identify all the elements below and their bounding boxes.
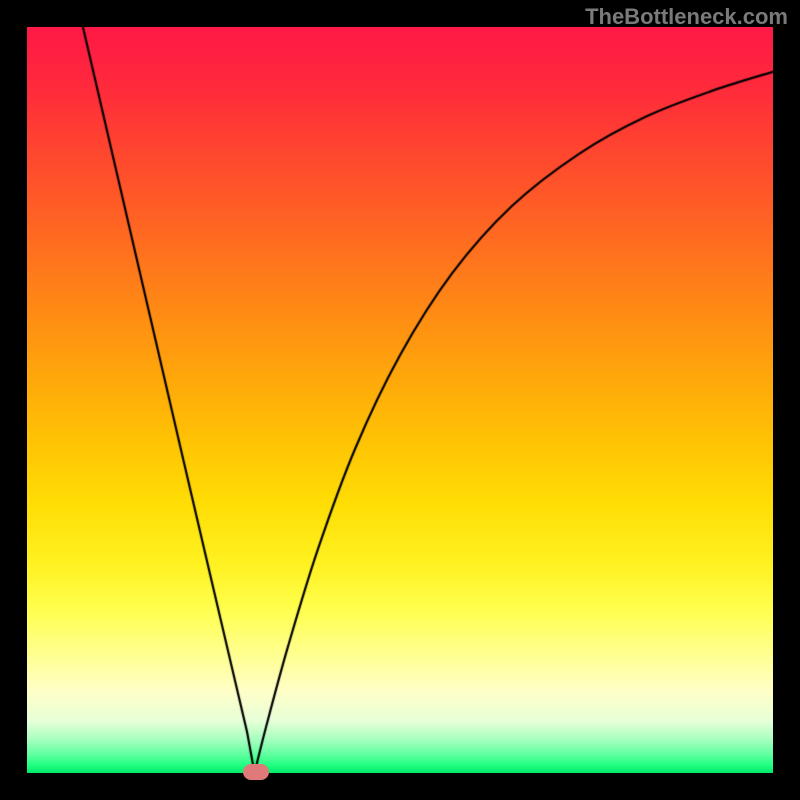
watermark-text: TheBottleneck.com (585, 4, 788, 30)
chart-container: TheBottleneck.com (0, 0, 800, 800)
minimum-marker (243, 764, 269, 780)
curve-canvas (27, 27, 773, 773)
plot-area (27, 27, 773, 773)
